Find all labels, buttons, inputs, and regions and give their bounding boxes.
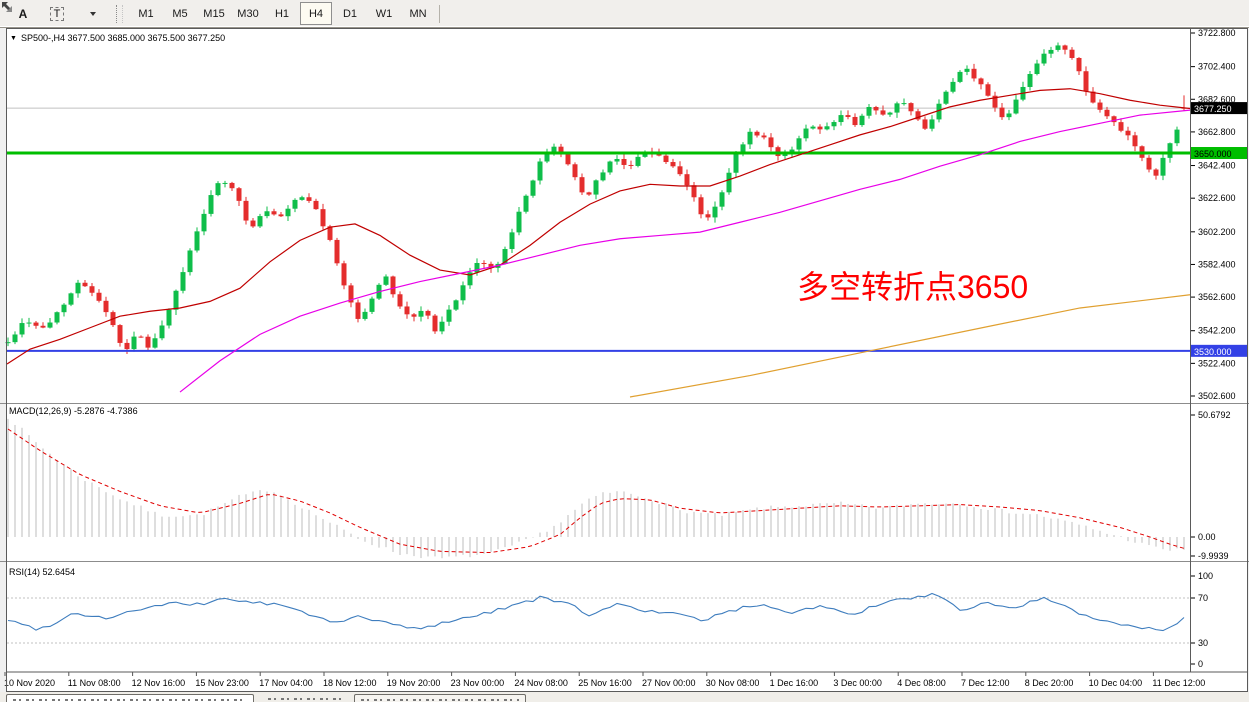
price-tag-label: 3650.000 [1194, 149, 1232, 159]
time-tick-label: 1 Dec 16:00 [770, 678, 819, 688]
time-tick-label: 23 Nov 00:00 [451, 678, 505, 688]
time-tick-label: 19 Nov 20:00 [387, 678, 441, 688]
chart-tab-1[interactable] [6, 694, 254, 702]
text-tool-label: A [18, 6, 28, 21]
time-tick-label: 17 Nov 04:00 [259, 678, 313, 688]
time-tick-label: 25 Nov 16:00 [578, 678, 632, 688]
text-label-tool-button[interactable]: T [41, 2, 73, 25]
time-tick-label: 15 Nov 23:00 [195, 678, 249, 688]
ma-medium-magenta [179, 109, 1191, 393]
timeframe-button-h4[interactable]: H4 [300, 2, 332, 25]
chart-title: ▼ SP500-,H4 3677.500 3685.000 3675.500 3… [10, 33, 225, 43]
price-tick-label: 3702.400 [1198, 62, 1236, 72]
text-tool-button[interactable]: A [7, 2, 39, 25]
rsi-line [7, 592, 1185, 632]
time-tick-label: 27 Nov 00:00 [642, 678, 696, 688]
timeframe-button-m1[interactable]: M1 [138, 7, 154, 20]
price-tag-label: 3677.250 [1194, 104, 1232, 114]
macd-indicator-label: MACD(12,26,9) -5.2876 -4.7386 [9, 406, 138, 416]
price-tick-label: 3522.400 [1198, 358, 1236, 368]
resistance-line-price-tag: 3650.000 [1191, 147, 1248, 160]
toolbar: A T M1 M5 M15 M30 H1 H4 D1 W1 MN [0, 0, 1249, 28]
dropdown-caret-icon [90, 11, 96, 16]
price-tick-label: 3562.600 [1198, 292, 1236, 302]
text-label-tool-label: T [49, 6, 65, 21]
rsi-pane[interactable] [7, 592, 1190, 644]
macd-pane[interactable] [7, 418, 1185, 559]
chart-tab-strip [0, 692, 1249, 702]
time-tick-label: 10 Nov 2020 [4, 678, 55, 688]
toolbar-separator [439, 4, 440, 23]
chart-text-annotation[interactable]: 多空转折点3650 [797, 269, 1029, 305]
price-tick-label: 3682.600 [1198, 94, 1236, 104]
price-tick-label: 3662.800 [1198, 127, 1236, 137]
chart-tab-3[interactable] [354, 694, 526, 702]
rsi-tick-label: 30 [1198, 638, 1208, 648]
symbol-dropdown-icon[interactable]: ▼ [10, 34, 17, 42]
macd-signal-line [7, 428, 1185, 553]
time-tick-label: 18 Nov 12:00 [323, 678, 377, 688]
timeframe-button-m5[interactable]: M5 [172, 7, 188, 20]
macd-tick-label: 50.6792 [1198, 410, 1231, 420]
time-tick-label: 24 Nov 08:00 [514, 678, 568, 688]
time-tick-label: 7 Dec 12:00 [961, 678, 1010, 688]
current-price-price-tag: 3677.250 [1191, 102, 1248, 115]
price-axis[interactable]: 3722.800 3702.400 3682.600 3662.800 3642.400… [1190, 28, 1248, 669]
time-tick-label: 10 Dec 04:00 [1089, 678, 1143, 688]
price-tick-label: 3722.800 [1198, 28, 1236, 38]
ma-fast-red [6, 88, 1191, 365]
macd-tick-label: -9.9939 [1198, 551, 1229, 561]
price-tick-label: 3582.400 [1198, 259, 1236, 269]
main-chart-pane[interactable] [5, 42, 1191, 398]
support-line-price-tag: 3530.000 [1191, 344, 1248, 357]
price-tick-label: 3542.200 [1198, 326, 1236, 336]
chart-tab-2[interactable] [262, 694, 350, 702]
price-tick-label: 3502.600 [1198, 391, 1236, 401]
toolbar-grip[interactable] [116, 4, 123, 23]
time-tick-label: 3 Dec 00:00 [833, 678, 882, 688]
timeframe-button-m30[interactable]: M30 [237, 7, 259, 20]
arrows-tool-button[interactable] [2, 2, 107, 25]
rsi-tick-label: 100 [1198, 571, 1213, 581]
chart-window-border [6, 28, 1248, 692]
rsi-tick-label: 70 [1198, 593, 1208, 603]
macd-tick-label: 0.00 [1198, 532, 1216, 542]
rsi-tick-label: 0 [1198, 659, 1203, 669]
time-tick-label: 11 Dec 12:00 [1152, 678, 1205, 688]
time-tick-label: 12 Nov 16:00 [132, 678, 186, 688]
arrows-icon [2, 2, 12, 12]
time-tick-label: 8 Dec 20:00 [1025, 678, 1074, 688]
time-tick-label: 4 Dec 08:00 [897, 678, 946, 688]
rsi-indicator-label: RSI(14) 52.6454 [9, 567, 76, 577]
time-axis[interactable]: 10 Nov 2020 11 Nov 08:00 12 Nov 16:00 15 No… [4, 672, 1205, 688]
timeframe-button-h1[interactable]: H1 [274, 7, 290, 20]
timeframe-button-w1[interactable]: W1 [375, 7, 393, 20]
timeframe-button-d1[interactable]: D1 [342, 7, 358, 20]
price-tick-label: 3602.200 [1198, 227, 1236, 237]
time-tick-label: 30 Nov 08:00 [706, 678, 760, 688]
price-tag-label: 3530.000 [1194, 347, 1232, 357]
ma-slow-orange [629, 294, 1191, 398]
chart-title-text: SP500-,H4 3677.500 3685.000 3675.500 367… [20, 33, 226, 43]
time-tick-label: 11 Nov 08:00 [68, 678, 121, 688]
price-tick-label: 3642.400 [1198, 161, 1236, 171]
price-tick-label: 3622.600 [1198, 193, 1236, 203]
timeframe-button-m15[interactable]: M15 [203, 7, 225, 20]
timeframe-button-mn[interactable]: MN [409, 7, 427, 20]
